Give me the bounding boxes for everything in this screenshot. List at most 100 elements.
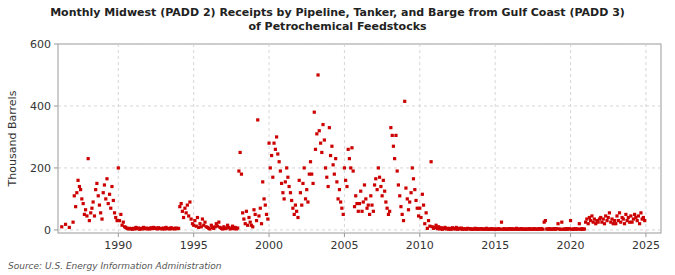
- points: [60, 73, 646, 230]
- x-grid-line: [344, 44, 345, 233]
- point: [261, 180, 264, 183]
- point: [623, 222, 626, 225]
- point: [281, 191, 284, 194]
- y-tick: [54, 44, 58, 45]
- point: [413, 188, 416, 191]
- point: [323, 138, 326, 141]
- point: [347, 148, 350, 151]
- point: [401, 213, 404, 216]
- point: [270, 154, 273, 157]
- point: [607, 216, 610, 219]
- point: [637, 214, 640, 217]
- point: [245, 210, 248, 213]
- point: [313, 111, 316, 114]
- x-tick-label: 1990: [104, 239, 132, 252]
- point: [201, 217, 204, 220]
- source-note: Source: U.S. Energy Information Administ…: [8, 261, 222, 271]
- point: [630, 221, 633, 224]
- point: [289, 191, 292, 194]
- title-line: Monthly Midwest (PADD 2) Receipts by Pip…: [50, 6, 625, 19]
- point: [587, 222, 590, 225]
- point: [183, 207, 186, 210]
- point: [560, 221, 563, 224]
- point: [299, 191, 302, 194]
- point: [94, 188, 97, 191]
- point: [603, 222, 606, 225]
- point: [324, 166, 327, 169]
- y-tick: [54, 167, 58, 168]
- point: [79, 188, 82, 191]
- point: [328, 126, 331, 129]
- point: [259, 207, 262, 210]
- point: [283, 197, 286, 200]
- x-tick-label: 2005: [330, 239, 358, 252]
- point: [362, 200, 365, 203]
- point: [64, 223, 67, 226]
- point: [274, 148, 277, 151]
- point: [320, 151, 323, 154]
- point: [241, 211, 244, 214]
- point: [352, 169, 355, 172]
- point: [203, 221, 206, 224]
- point: [388, 210, 391, 213]
- point: [239, 151, 242, 154]
- point: [306, 200, 309, 203]
- y-tick-label: 0: [44, 224, 51, 237]
- point: [377, 166, 380, 169]
- point: [369, 194, 372, 197]
- point: [408, 200, 411, 203]
- point: [71, 221, 74, 224]
- point: [379, 185, 382, 188]
- x-grid-line: [645, 44, 646, 233]
- point: [382, 179, 385, 182]
- y-grid-line: [58, 167, 661, 168]
- point: [624, 213, 627, 216]
- point: [629, 214, 632, 217]
- point: [198, 222, 201, 225]
- point: [613, 219, 616, 222]
- point: [418, 207, 421, 210]
- point: [100, 217, 103, 220]
- point: [389, 126, 392, 129]
- point: [73, 194, 76, 197]
- point: [412, 177, 415, 180]
- point: [113, 211, 116, 214]
- point: [99, 211, 102, 214]
- point: [60, 225, 63, 228]
- point: [266, 217, 269, 220]
- point: [278, 160, 281, 163]
- point: [329, 154, 332, 157]
- point: [383, 190, 386, 193]
- point: [85, 214, 88, 217]
- point: [333, 173, 336, 176]
- y-tick-label: 400: [30, 100, 51, 113]
- point: [392, 145, 395, 148]
- point: [365, 207, 368, 210]
- point: [368, 213, 371, 216]
- point: [103, 183, 106, 186]
- point: [290, 199, 293, 202]
- point: [98, 204, 101, 207]
- point: [325, 176, 328, 179]
- point: [643, 219, 646, 222]
- point: [110, 185, 113, 188]
- point: [597, 221, 600, 224]
- point: [187, 214, 190, 217]
- point: [622, 217, 625, 220]
- x-tick: [118, 233, 119, 237]
- point: [236, 226, 239, 229]
- x-grid-line: [419, 44, 420, 233]
- point: [92, 200, 95, 203]
- point: [359, 190, 362, 193]
- x-tick: [269, 233, 270, 237]
- point: [90, 207, 93, 210]
- point: [88, 219, 91, 222]
- point: [602, 217, 605, 220]
- point: [254, 213, 257, 216]
- point: [107, 202, 110, 205]
- point: [260, 222, 263, 225]
- y-tick-label: 200: [30, 162, 51, 175]
- point: [104, 197, 107, 200]
- point: [311, 182, 314, 185]
- point: [74, 205, 77, 208]
